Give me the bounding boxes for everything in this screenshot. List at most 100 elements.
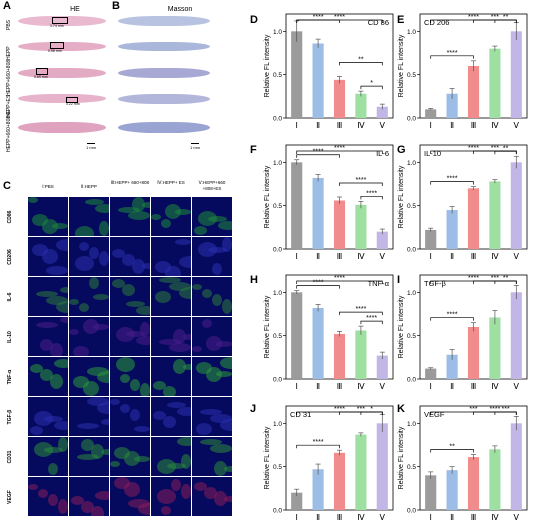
- x-tick-label: Ⅳ: [491, 252, 499, 261]
- significance-label: ***: [491, 145, 499, 152]
- stain-region: [136, 305, 150, 315]
- stain-region: [122, 284, 135, 297]
- stain-region: [46, 265, 68, 275]
- y-tick-label: 1.0: [407, 160, 416, 167]
- bar: [510, 292, 522, 379]
- stain-region: [112, 279, 125, 289]
- stain-region: [28, 197, 38, 203]
- x-tick-label: Ⅰ: [296, 252, 298, 261]
- stain-region: [112, 249, 125, 258]
- panel-b-title: Masson: [167, 6, 193, 13]
- stain-region: [134, 456, 150, 463]
- x-tick-label: Ⅰ: [430, 121, 432, 130]
- y-tick-label: 0.0: [407, 116, 416, 123]
- bar: [467, 457, 480, 510]
- panel-letter: F: [250, 144, 257, 156]
- stain-region: [38, 489, 48, 498]
- bar: [425, 109, 437, 118]
- significance-bracket: [339, 182, 383, 186]
- y-tick-label: 0.5: [273, 72, 282, 79]
- y-axis-label: Relative FL intensity: [264, 34, 271, 97]
- bar: [467, 327, 480, 379]
- bar: [376, 231, 388, 249]
- significance-bracket: [430, 317, 474, 321]
- fluorescence-image: [69, 477, 109, 516]
- panel-letter: J: [250, 403, 256, 415]
- chart-title: CD 206: [424, 18, 449, 27]
- bar: [312, 469, 324, 510]
- bar: [333, 452, 346, 510]
- stain-region: [87, 366, 109, 376]
- y-tick-label: 0.5: [273, 203, 282, 210]
- fluorescence-image: [69, 237, 109, 276]
- significance-bracket: [430, 449, 474, 453]
- x-tick-label: Ⅰ: [296, 513, 298, 522]
- fluorescence-image: [192, 277, 232, 316]
- fluorescence-image: [151, 357, 191, 396]
- significance-bracket: [296, 444, 340, 449]
- y-tick-label: 0.0: [407, 508, 416, 515]
- fluorescence-image: [151, 437, 191, 476]
- column-label: Ⅰ:PBS: [42, 184, 54, 189]
- y-tick-label: 0.5: [273, 333, 282, 340]
- significance-label: ****: [447, 50, 458, 57]
- stain-region: [71, 496, 84, 506]
- masson-section-image: [118, 94, 210, 104]
- fluorescence-image: [28, 197, 68, 236]
- stain-region: [69, 298, 79, 305]
- bar: [425, 368, 437, 379]
- stain-region: [58, 437, 68, 452]
- significance-label: ****: [355, 177, 366, 184]
- stain-region: [118, 206, 140, 213]
- stain-region: [194, 481, 207, 491]
- stain-region: [198, 211, 217, 227]
- column-label: Ⅱ:HEPP: [81, 184, 97, 189]
- x-tick-label: Ⅴ: [380, 121, 386, 130]
- fluorescence-image: [192, 397, 232, 436]
- significance-label: ****: [334, 275, 345, 282]
- bar: [467, 188, 480, 249]
- stain-region: [60, 317, 68, 323]
- stain-region: [40, 338, 53, 351]
- significance-label: **: [503, 14, 509, 21]
- stain-region: [44, 416, 63, 423]
- masson-section-image: [118, 42, 210, 51]
- significance-label: ****: [313, 280, 324, 287]
- bar: [312, 177, 324, 249]
- significance-label: ****: [489, 406, 500, 413]
- x-tick-label: Ⅴ: [514, 121, 520, 130]
- column-label: Ⅳ:HEPP+ ES: [157, 180, 185, 185]
- he-section-image: [18, 42, 106, 51]
- stain-region: [132, 258, 145, 274]
- panel-letter-a: A: [3, 0, 11, 12]
- x-tick-label: Ⅳ: [357, 382, 365, 391]
- y-axis-label: Relative FL intensity: [264, 426, 271, 489]
- stain-region: [130, 378, 140, 391]
- y-tick-label: 0.0: [273, 116, 282, 123]
- scale-bar: [87, 143, 95, 144]
- chart-title: IL-10: [424, 149, 441, 158]
- panel-letter: G: [397, 144, 406, 156]
- bar: [333, 333, 346, 379]
- stain-region: [163, 416, 176, 429]
- significance-bracket: [430, 181, 474, 185]
- y-tick-label: 1.0: [407, 29, 416, 36]
- stain-region: [210, 444, 232, 454]
- stain-region: [110, 399, 120, 406]
- stain-region: [75, 256, 94, 272]
- stain-region: [202, 319, 212, 329]
- stain-region: [48, 493, 58, 506]
- stain-region: [177, 406, 191, 416]
- panel-letter: I: [397, 274, 400, 286]
- stain-region: [208, 246, 227, 253]
- stain-region: [200, 409, 222, 415]
- stain-region: [58, 498, 68, 514]
- bar: [425, 475, 437, 510]
- x-tick-label: Ⅳ: [491, 121, 499, 130]
- x-tick-label: Ⅱ: [316, 252, 320, 261]
- significance-label: ****: [447, 312, 458, 319]
- column-label: Ⅴ:HEPP+660 +808+ES: [198, 180, 226, 191]
